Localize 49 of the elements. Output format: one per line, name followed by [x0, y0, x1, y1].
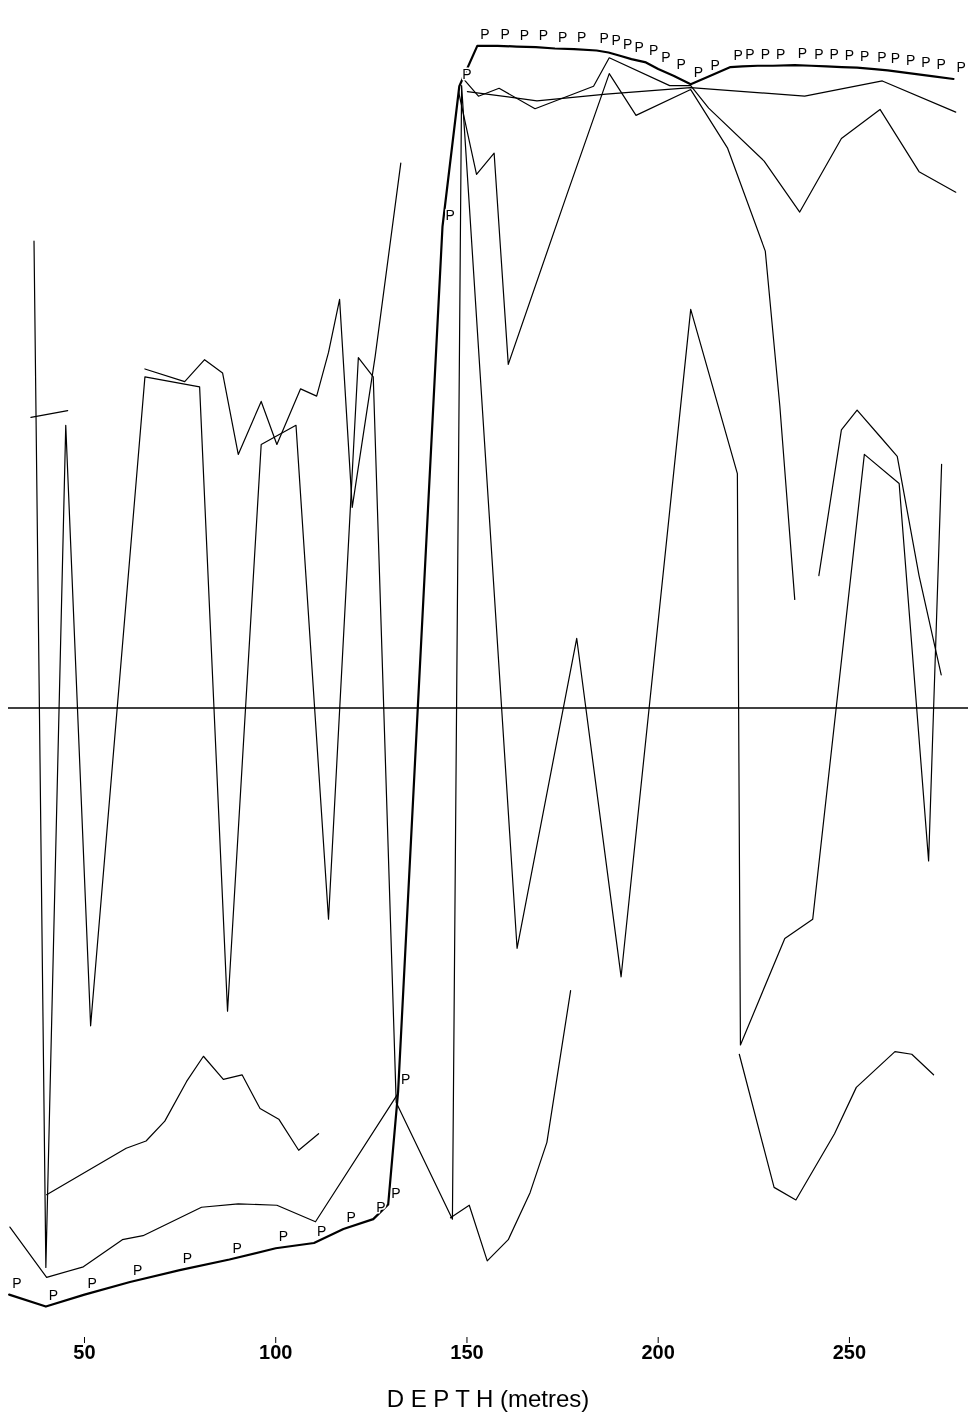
text: P [557, 28, 568, 45]
text: P [661, 49, 671, 66]
text: P [519, 26, 530, 43]
text: P [48, 1286, 59, 1303]
text: P [87, 1274, 97, 1291]
text: P [12, 1274, 22, 1291]
text: P [890, 50, 901, 67]
text: P [745, 46, 755, 63]
text: P [391, 1184, 401, 1201]
text: P [401, 1071, 411, 1088]
text: P [710, 56, 720, 73]
text: P [733, 47, 743, 64]
text: P [860, 47, 870, 64]
text: P [577, 29, 587, 46]
text: P [480, 25, 490, 42]
text: P [500, 25, 510, 42]
text: P [316, 1222, 327, 1239]
x-tick-label: 250 [832, 1341, 867, 1364]
x-tick-label: 150 [450, 1341, 484, 1364]
text: P [622, 35, 633, 52]
text: P [956, 58, 966, 75]
text: P [797, 45, 808, 62]
series-label: P [376, 1199, 386, 1216]
text: P [760, 45, 770, 62]
text: P [905, 52, 916, 69]
text: P [346, 1209, 356, 1226]
x-tick-label: 100 [259, 1341, 293, 1364]
text: P [693, 64, 704, 81]
text: P [611, 32, 621, 49]
x-tick-label: 50 [73, 1341, 96, 1364]
text: P [676, 55, 686, 72]
text: P [599, 30, 609, 47]
x-axis-title: D E P T H (metres) [386, 1385, 590, 1412]
text: P [182, 1250, 193, 1267]
text: P [921, 54, 931, 71]
x-tick-label: 200 [641, 1341, 675, 1364]
text: P [814, 45, 824, 62]
text: P [232, 1239, 242, 1256]
text: P [648, 42, 659, 59]
text: P [775, 45, 786, 62]
text: P [634, 39, 644, 56]
text: P [877, 49, 887, 66]
text: P [936, 56, 946, 73]
text: P [133, 1262, 143, 1279]
text: P [538, 27, 549, 44]
text: P [278, 1228, 289, 1245]
text: P [844, 47, 855, 64]
text: P [829, 46, 839, 63]
text: P [445, 206, 455, 223]
